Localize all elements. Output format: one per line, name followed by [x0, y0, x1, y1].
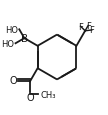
Text: F: F: [86, 22, 91, 31]
Text: O: O: [9, 76, 17, 86]
Text: O: O: [26, 92, 34, 102]
Text: B: B: [21, 34, 28, 44]
Text: CH₃: CH₃: [40, 90, 56, 99]
Text: HO: HO: [2, 39, 14, 48]
Text: F: F: [78, 23, 83, 31]
Text: F: F: [89, 26, 94, 35]
Text: HO: HO: [5, 26, 18, 34]
